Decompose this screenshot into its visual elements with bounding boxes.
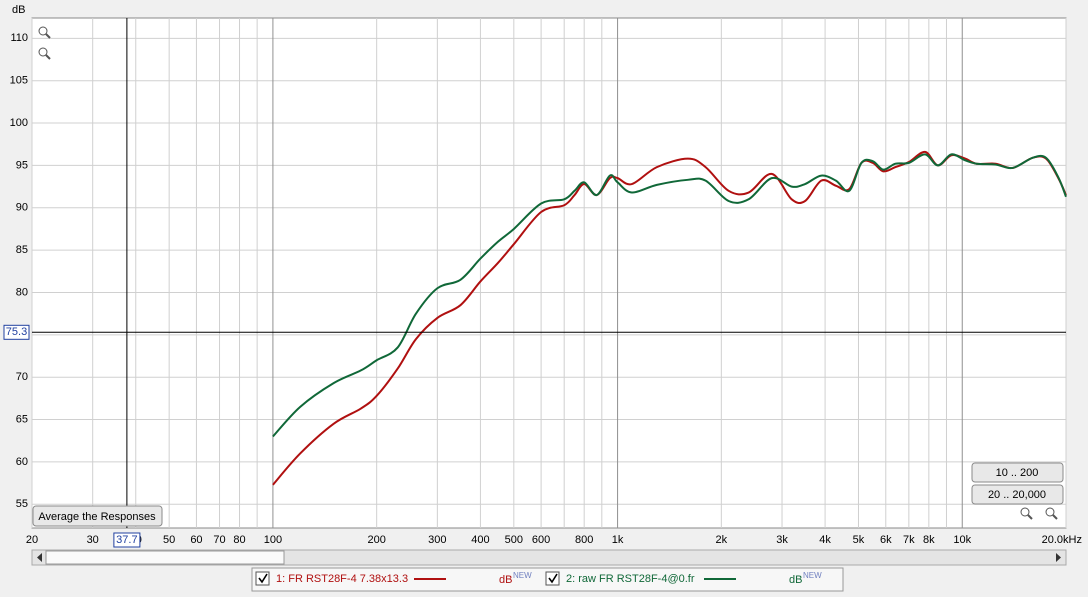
legend-unit: dB: [789, 574, 802, 586]
range-button[interactable]: 20 .. 20,000: [971, 484, 1064, 505]
cursor-x-label: 37.7: [116, 534, 137, 546]
x-tick-label: 10k: [953, 534, 971, 546]
y-tick-label: 55: [16, 498, 28, 510]
legend: 1: FR RST28F-4 7.38x13.3 dB NEW 2: raw FR R…: [255, 571, 822, 586]
x-tick-label: 800: [575, 534, 593, 546]
y-tick-label: 70: [16, 371, 28, 383]
legend-badge: NEW: [803, 571, 822, 580]
y-tick-label: 90: [16, 202, 28, 214]
x-tick-label: 20.0kHz: [1042, 534, 1082, 546]
cursor-y-label: 75.3: [6, 326, 27, 338]
y-tick-label: 85: [16, 244, 28, 256]
button-label[interactable]: 10 .. 200: [996, 467, 1039, 479]
zoom-icons: [38, 26, 1058, 520]
x-tick-label: 200: [367, 534, 385, 546]
y-tick-label: 105: [10, 75, 28, 87]
x-tick-label: 1k: [612, 534, 624, 546]
button-label[interactable]: Average the Responses: [38, 511, 156, 523]
plot: [31, 18, 1067, 528]
legend-checkbox[interactable]: [545, 571, 560, 586]
y-tick-label: 65: [16, 413, 28, 425]
cursor-x-box: [113, 532, 141, 548]
check-mark: [548, 573, 558, 584]
x-tick-label: 30: [87, 534, 99, 546]
response-line: [272, 153, 1067, 438]
y-tick-label: 95: [16, 159, 28, 171]
x-tick-label: 500: [505, 534, 523, 546]
x-tick-label: 6k: [880, 534, 892, 546]
x-tick-label: 7k: [903, 534, 915, 546]
x-tick-label: 70: [213, 534, 225, 546]
scrollbar[interactable]: [31, 549, 1067, 566]
x-tick-label: 80: [233, 534, 245, 546]
plot-area: [31, 17, 1067, 529]
y-unit: dB: [12, 4, 25, 16]
legend-badge: NEW: [513, 571, 532, 580]
x-tick-label: 20: [26, 534, 38, 546]
x-tick-label: 5k: [853, 534, 865, 546]
y-tick-label: 100: [10, 117, 28, 129]
y-tick-label: 60: [16, 456, 28, 468]
average-button[interactable]: Average the Responses: [32, 505, 163, 527]
x-tick-label: 60: [190, 534, 202, 546]
legend-checkbox[interactable]: [255, 571, 270, 586]
x-tick-label: 8k: [923, 534, 935, 546]
x-tick-label: 100: [264, 534, 282, 546]
x-tick-label: 600: [532, 534, 550, 546]
x-tick-label: 2k: [716, 534, 728, 546]
legend-label: 1: FR RST28F-4 7.38x13.3: [276, 573, 408, 585]
x-tick-label: 4k: [819, 534, 831, 546]
check-mark: [258, 573, 268, 584]
legend-label: 2: raw FR RST28F-4@0.fr: [566, 573, 695, 585]
y-tick-label: 110: [10, 32, 28, 44]
x-tick-label: 50: [163, 534, 175, 546]
button-label[interactable]: 20 .. 20,000: [988, 489, 1046, 501]
x-tick-label: 3k: [776, 534, 788, 546]
range-button[interactable]: 10 .. 200: [971, 462, 1064, 483]
cursor-y-box: [3, 324, 30, 340]
y-tick-label: 80: [16, 286, 28, 298]
x-tick-label: 400: [471, 534, 489, 546]
legend-unit: dB: [499, 574, 512, 586]
x-tick-label: 300: [428, 534, 446, 546]
